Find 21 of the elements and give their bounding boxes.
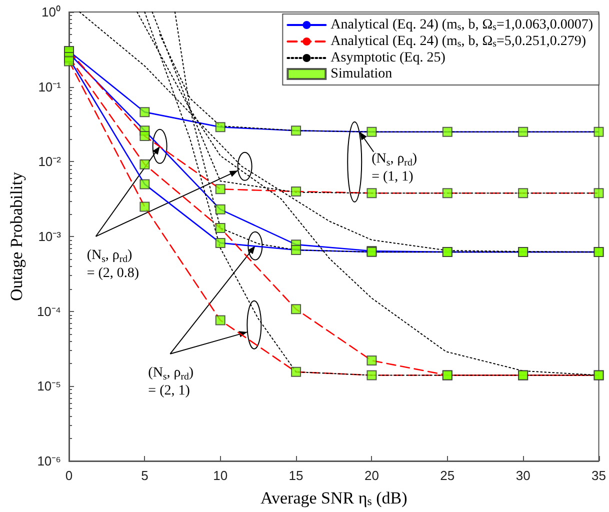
y-tick-label: 10⁻⁴ bbox=[36, 304, 61, 319]
x-axis-title: Average SNR ηs (dB) bbox=[260, 488, 408, 508]
legend-label: Analytical (Eq. 24) (ms, b, Ωs=1,0.063,0.0007) bbox=[330, 18, 594, 33]
x-tick-label: 35 bbox=[592, 468, 606, 483]
y-axis-title: Outage Probability bbox=[7, 172, 26, 301]
legend-label: Simulation bbox=[330, 66, 392, 82]
y-tick-label: 10⁻⁶ bbox=[37, 454, 61, 468]
y-tick-label: 10⁻⁵ bbox=[37, 378, 61, 394]
x-tick-label: 30 bbox=[516, 468, 530, 483]
y-tick-label: 10⁰ bbox=[42, 4, 61, 20]
x-tick-label: 0 bbox=[65, 468, 73, 483]
x-tick-label: 5 bbox=[141, 468, 148, 483]
y-tick-label: 10⁻² bbox=[38, 154, 62, 170]
x-tick-label: 20 bbox=[364, 468, 379, 483]
x-tick-label: 25 bbox=[440, 468, 455, 483]
y-tick-label: 10⁻¹ bbox=[38, 79, 62, 94]
legend-label: Analytical (Eq. 24) (ms, b, Ωs=5,0.251,0.279) bbox=[330, 34, 586, 50]
x-tick-label: 15 bbox=[288, 468, 304, 483]
legend-label: Asymptotic (Eq. 25) bbox=[330, 50, 446, 66]
x-tick-label: 10 bbox=[213, 468, 228, 483]
y-tick-label: 10⁻³ bbox=[38, 229, 62, 244]
